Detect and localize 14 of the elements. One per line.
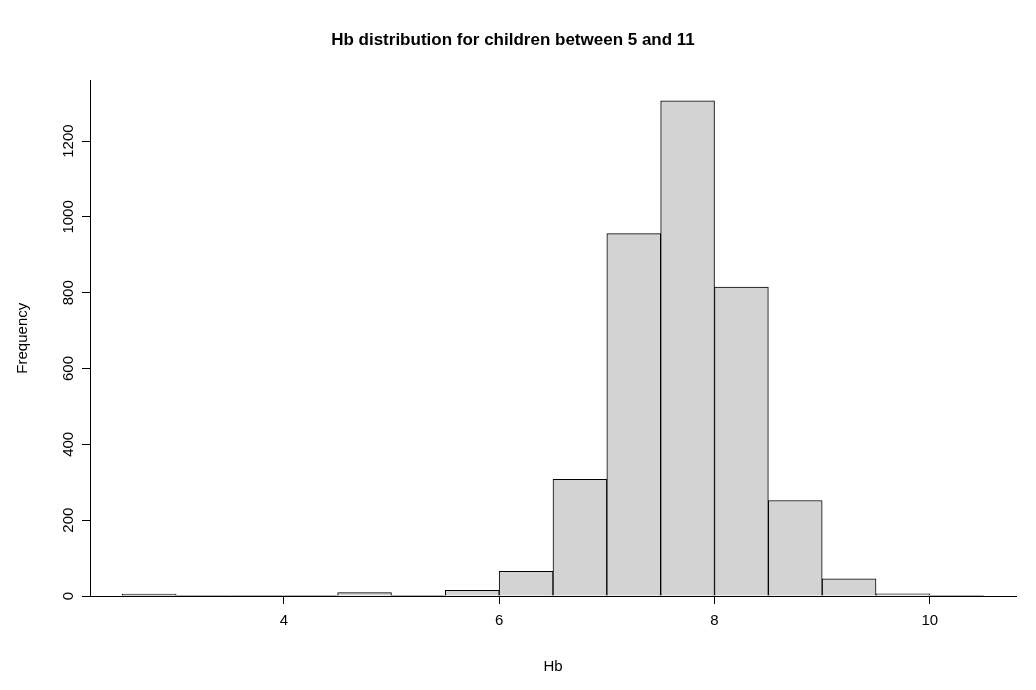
x-axis-title: Hb bbox=[543, 657, 563, 675]
y-tick-label: 1000 bbox=[58, 200, 76, 234]
y-tick-label: 800 bbox=[58, 280, 76, 306]
chart-title: Hb distribution for children between 5 and 11 bbox=[331, 29, 695, 49]
x-tick-label: 10 bbox=[921, 611, 939, 629]
x-tick-label: 8 bbox=[710, 611, 719, 629]
x-tick-label: 6 bbox=[494, 611, 504, 629]
y-axis-title: Frequency bbox=[13, 302, 31, 374]
y-tick-label: 0 bbox=[58, 591, 76, 601]
x-tick-label: 4 bbox=[279, 611, 288, 629]
y-tick-label: 600 bbox=[58, 356, 76, 382]
y-tick-label: 1200 bbox=[58, 124, 76, 158]
y-tick-label: 400 bbox=[58, 431, 76, 457]
y-tick-label: 200 bbox=[58, 507, 76, 533]
